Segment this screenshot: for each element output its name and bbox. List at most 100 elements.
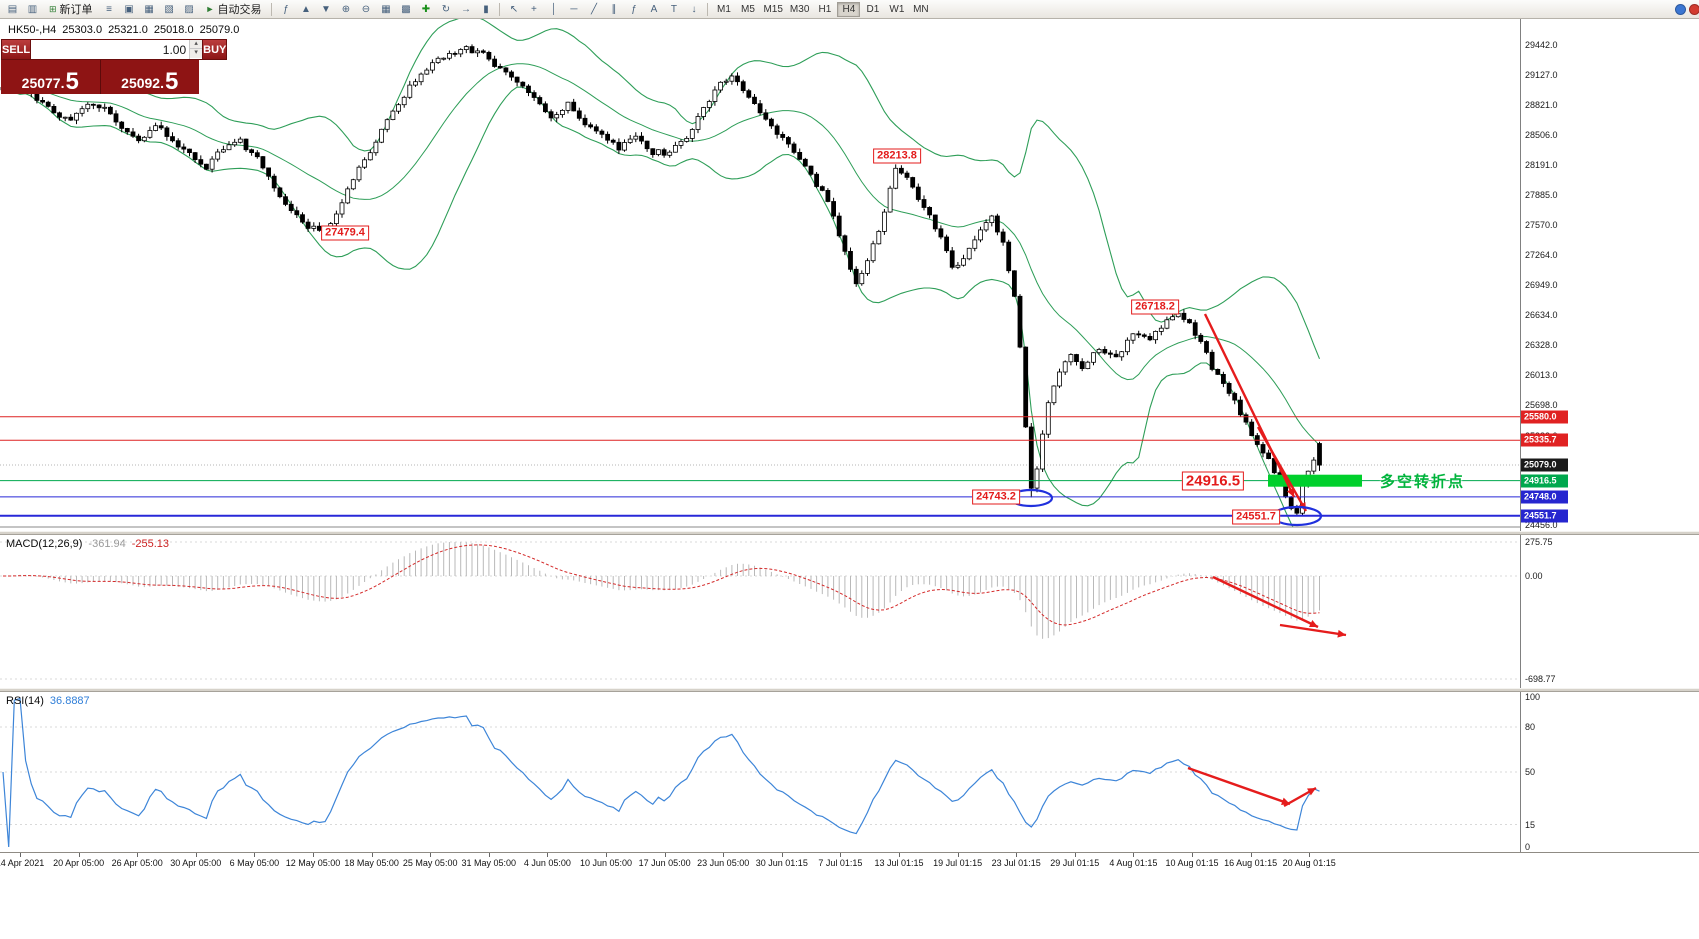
alert-indicator-icon[interactable]	[1689, 3, 1699, 15]
price-annotation[interactable]: 27479.4	[321, 225, 369, 241]
timeframe-m1[interactable]: M1	[717, 3, 731, 15]
chart-type-candles-icon[interactable]: ▮	[483, 3, 489, 15]
time-label: 20 Apr 05:00	[53, 858, 105, 868]
time-tick	[606, 853, 607, 857]
zoom-in-icon[interactable]: ⊕	[341, 3, 351, 15]
price-chart-plot-area[interactable]	[0, 19, 1699, 531]
rsi-scale-value: 100	[1525, 692, 1541, 702]
price-marker: 25580.0	[1521, 410, 1568, 424]
timeframe-mn[interactable]: MN	[913, 3, 929, 15]
price-tick: 29442.0	[1525, 40, 1558, 50]
trend-arrow-drawing[interactable]	[1203, 313, 1296, 498]
equidistant-channel-icon[interactable]: ∥	[611, 3, 617, 15]
volume-up-button[interactable]: ▴	[190, 40, 203, 49]
tile-windows-icon[interactable]: ▦	[381, 3, 391, 15]
panel-splitter[interactable]	[0, 531, 1699, 535]
new-chart-icon[interactable]: ▤	[7, 3, 18, 15]
open-value: 25303.0	[62, 24, 103, 36]
time-tick	[899, 853, 900, 857]
volume-input[interactable]	[31, 40, 190, 59]
navigator-icon[interactable]: ▦	[144, 3, 154, 15]
price-annotation[interactable]: 26718.2	[1131, 299, 1179, 315]
trend-arrow-drawing[interactable]	[1256, 426, 1308, 512]
price-tick: 26634.0	[1525, 310, 1558, 321]
panel-splitter[interactable]	[0, 688, 1699, 692]
buy-price[interactable]: 25092. 5	[100, 60, 199, 94]
symbol-period-label: HK50-,H4	[8, 24, 57, 36]
time-label: 31 May 05:00	[461, 858, 517, 868]
arrow-head	[1309, 619, 1318, 628]
chart-shift-icon[interactable]: →	[460, 3, 471, 15]
data-window-icon[interactable]: ▣	[124, 3, 134, 15]
auto-trading-icon: ►	[205, 4, 215, 14]
time-label: 14 Apr 2021	[0, 858, 45, 868]
support-zone-rectangle[interactable]	[1268, 474, 1362, 487]
high-value: 25321.0	[108, 24, 148, 36]
auto-trading-button[interactable]: ► 自动交易	[200, 1, 268, 17]
macd-plot-area[interactable]	[0, 535, 1699, 688]
arrows-icon[interactable]: ↓	[691, 3, 697, 15]
strategy-tester-icon[interactable]: ▨	[184, 3, 194, 15]
trend-arrow-drawing[interactable]	[1212, 575, 1319, 629]
vertical-line-icon[interactable]: │	[550, 3, 558, 15]
timeframe-d1[interactable]: D1	[866, 3, 880, 15]
time-label: 23 Jul 01:15	[991, 858, 1041, 868]
indicators-dialog-icon[interactable]: ƒ	[283, 3, 289, 15]
time-label: 23 Jun 05:00	[697, 858, 750, 868]
timeframe-m5[interactable]: M5	[741, 3, 755, 15]
text-icon[interactable]: A	[650, 3, 658, 15]
macd-label: MACD(12,26,9) -361.94 -255.13	[6, 538, 169, 550]
time-label: 30 Jun 01:15	[755, 858, 808, 868]
rsi-scale-value: 80	[1525, 722, 1536, 732]
price-annotation[interactable]: 24551.7	[1232, 509, 1280, 525]
price-annotation[interactable]: 24743.2	[972, 489, 1020, 505]
auto-trading-label: 自动交易	[217, 4, 262, 16]
time-label: 13 Jul 01:15	[874, 858, 924, 868]
time-label: 7 Jul 01:15	[818, 858, 863, 868]
chart-window-down-icon[interactable]: ▼	[321, 3, 331, 15]
cursor-icon[interactable]: ↖	[509, 3, 519, 15]
text-label-icon[interactable]: T	[670, 3, 678, 15]
timeframe-h1[interactable]: H1	[818, 3, 832, 15]
chart-window-up-icon[interactable]: ▲	[301, 3, 311, 15]
zoom-out-icon[interactable]: ⊖	[361, 3, 371, 15]
buy-button[interactable]: BUY	[202, 39, 228, 60]
new-window-icon[interactable]: ✚	[421, 3, 431, 15]
bollinger-bands	[2, 19, 1321, 527]
time-label: 29 Jul 01:15	[1050, 858, 1100, 868]
macd-scale-value: 0.00	[1525, 571, 1543, 581]
rsi-plot-area[interactable]	[0, 692, 1699, 852]
turning-point-label[interactable]: 多空转折点	[1380, 473, 1466, 491]
cascade-windows-icon[interactable]: ▩	[401, 3, 411, 15]
timeframe-h4[interactable]: H4	[837, 1, 861, 17]
trendline-icon[interactable]: ╱	[590, 3, 597, 15]
main-toolbar: ▤ ▥ ⊞ 新订单 ≡ ▣ ▦ ▧ ▨ ► 自动交易 ƒ ▲ ▼ ⊕ ⊖ ▦ ▩ ✚ ↻ → ▮ ↖ + │ ─ ╱ ∥…	[0, 0, 1699, 19]
price-annotation[interactable]: 24916.5	[1181, 471, 1245, 491]
price-marker: 25079.0	[1521, 458, 1568, 472]
timeframe-w1[interactable]: W1	[889, 3, 905, 15]
timeframe-m15[interactable]: M15	[763, 3, 783, 15]
chart-profiles-icon[interactable]: ▥	[27, 3, 38, 15]
price-marker: 24551.7	[1521, 509, 1568, 523]
terminal-icon[interactable]: ▧	[164, 3, 174, 15]
time-tick	[488, 853, 490, 857]
timeframe-m30[interactable]: M30	[789, 3, 810, 15]
price-tick: 28506.0	[1525, 130, 1558, 141]
horizontal-line-icon[interactable]: ─	[570, 3, 578, 15]
price-annotation[interactable]: 28213.8	[873, 148, 921, 164]
time-label: 6 May 05:00	[229, 858, 280, 868]
news-indicator-icon[interactable]	[1675, 3, 1686, 15]
fibonacci-icon[interactable]: ƒ	[631, 3, 637, 15]
market-watch-icon[interactable]: ≡	[106, 3, 112, 15]
auto-scroll-icon[interactable]: ↻	[441, 3, 451, 15]
time-axis[interactable]: 14 Apr 2021 20 Apr 05:00 26 Apr 05:00 30 Ap…	[0, 852, 1699, 874]
sell-button[interactable]: SELL	[1, 39, 32, 60]
new-order-button[interactable]: ⊞ 新订单	[43, 1, 99, 17]
time-label: 16 Aug 01:15	[1224, 858, 1278, 868]
crosshair-icon[interactable]: +	[531, 3, 537, 15]
volume-down-button[interactable]: ▾	[190, 49, 203, 58]
trend-arrow-drawing[interactable]	[1279, 623, 1347, 637]
trend-arrow-drawing[interactable]	[1187, 766, 1291, 806]
sell-price[interactable]: 25077. 5	[1, 60, 101, 94]
close-value: 25079.0	[199, 24, 240, 36]
